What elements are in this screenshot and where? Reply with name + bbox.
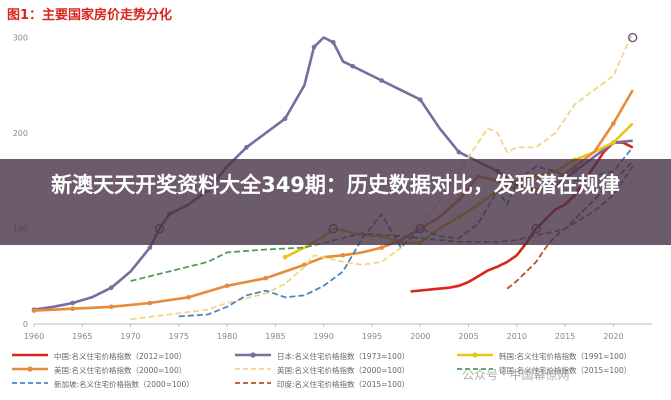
headline-banner: 新澳天天开奖资料大全349期：历史数据对比，发现潜在规律	[0, 159, 671, 245]
series-point-3	[340, 252, 346, 258]
legend-swatch	[12, 366, 48, 372]
legend-swatch	[12, 382, 48, 384]
series-point-3	[302, 262, 307, 268]
series-point-1	[331, 40, 336, 45]
legend-swatch	[235, 368, 271, 370]
x-tick-label: 1970	[120, 332, 140, 341]
x-tick-label: 2005	[458, 332, 478, 341]
series-point-1	[311, 44, 317, 50]
x-tick-label: 1965	[72, 332, 92, 341]
x-tick-label: 1960	[24, 332, 44, 341]
series-point-1	[244, 145, 249, 150]
base-year-marker	[627, 32, 638, 43]
series-point-1	[282, 116, 288, 122]
series-point-2	[282, 254, 288, 260]
x-tick-label: 2015	[555, 332, 575, 341]
x-tick-label: 1975	[169, 332, 189, 341]
x-tick-label: 1980	[217, 332, 237, 341]
y-tick-label: 200	[13, 129, 28, 138]
x-tick-label: 1985	[265, 332, 285, 341]
series-line-5	[178, 146, 634, 318]
chart-legend: 中国:名义住宅价格指数（2012=100） 日本:名义住宅价格指数（1973=10…	[0, 346, 671, 400]
figure-title: 图1：主要国家房价走势分化	[7, 8, 173, 23]
y-tick-label: 0	[23, 320, 28, 329]
legend-label: 韩国:名义住宅价格指数（1991=100）	[499, 352, 632, 361]
series-point-3	[108, 304, 114, 310]
legend-label: 美国:名义住宅价格指数（2000=100）	[54, 366, 187, 375]
series-point-3	[263, 275, 269, 281]
legend-swatch	[457, 368, 493, 370]
headline-text: 新澳天天开奖资料大全349期：历史数据对比，发现潜在规律	[51, 173, 620, 197]
legend-swatch	[12, 353, 48, 357]
series-point-1	[379, 78, 384, 83]
legend-swatch-marker	[472, 352, 478, 358]
legend-swatch	[235, 352, 271, 358]
legend-label: 中国:名义住宅价格指数（2012=100）	[54, 352, 187, 361]
x-tick-label: 1990	[314, 332, 334, 341]
series-point-1	[108, 285, 114, 291]
watermark-text: 公众号 · 中国幕僚网	[462, 368, 570, 382]
legend-label: 日本:名义住宅价格指数（1973=100）	[277, 352, 410, 361]
series-point-3	[186, 294, 191, 300]
legend-swatch	[457, 352, 493, 358]
series-point-3	[147, 300, 153, 306]
series-point-1	[456, 149, 462, 155]
legend-label: 德国:名义住宅价格指数（2015=100）	[499, 366, 632, 375]
legend-swatch	[235, 382, 271, 384]
legend-label: 英国:名义住宅价格指数（2000=100）	[277, 366, 410, 375]
series-point-3	[611, 121, 616, 126]
series-point-3	[224, 283, 230, 289]
series-point-2	[611, 140, 616, 145]
x-tick-label: 2000	[410, 332, 430, 341]
series-point-1	[417, 97, 423, 102]
series-point-3	[70, 306, 75, 312]
legend-label: 印度:名义住宅价格指数（2015=100）	[277, 380, 410, 389]
x-tick-label: 2010	[507, 332, 527, 341]
x-tick-label: 2020	[603, 332, 623, 341]
legend-swatch-marker	[250, 352, 256, 358]
series-point-3	[31, 308, 37, 313]
x-tick-label: 1995	[362, 332, 382, 341]
series-point-1	[70, 300, 75, 306]
series-point-3	[379, 245, 384, 250]
series-point-1	[147, 245, 153, 250]
series-point-1	[350, 63, 355, 69]
y-tick-label: 300	[13, 34, 28, 43]
legend-label: 新加坡:名义住宅价格指数（2000=100）	[54, 380, 194, 389]
legend-swatch-marker	[27, 366, 33, 372]
